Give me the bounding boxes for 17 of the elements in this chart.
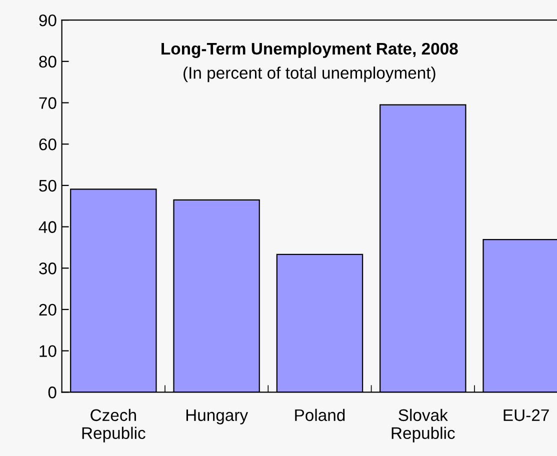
y-tick-label: 90 (39, 14, 56, 26)
y-tick-label: 30 (39, 262, 56, 274)
y-tick-label: 40 (38, 221, 56, 233)
x-tick-label: Slovak Republic (392, 408, 455, 442)
y-tick-label: 70 (39, 97, 56, 109)
y-tick-label: 80 (39, 56, 56, 68)
x-tick-label: Poland (295, 408, 345, 422)
x-tick-label: Czech Republic (82, 408, 146, 442)
y-tick-label: 50 (39, 180, 56, 192)
y-tick-label: 20 (39, 304, 56, 316)
text: (In percent of total unemployment) (184, 66, 436, 82)
y-tick-label: 60 (39, 138, 56, 150)
x-tick-label: Hungary (186, 409, 248, 424)
y-tick-label: 10 (40, 345, 56, 358)
text: Long-Term Unemployment Rate, 2008 (162, 42, 458, 58)
y-tick-label: 0 (48, 386, 56, 398)
x-tick-label: EU-27 (504, 409, 549, 422)
